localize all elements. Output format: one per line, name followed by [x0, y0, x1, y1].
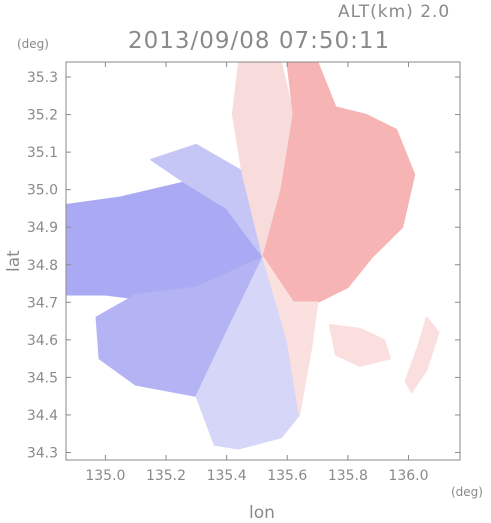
y-tick-label: 34.3 [27, 445, 58, 461]
x-tick-label: 135.6 [267, 468, 307, 484]
region-far-east-strip [404, 316, 440, 394]
x-tick-label: 135.4 [207, 468, 247, 484]
y-tick-label: 35.1 [27, 145, 58, 161]
altitude-label: ALT(km) 2.0 [338, 2, 451, 22]
x-tick-label: 135.0 [85, 468, 125, 484]
x-axis-unit: (deg) [451, 485, 483, 499]
x-tick-label: 136.0 [388, 468, 428, 484]
y-tick-label: 34.8 [27, 258, 58, 274]
timestamp-title: 2013/09/08 07:50:11 [128, 28, 391, 54]
x-tick-label: 135.8 [328, 468, 368, 484]
y-tick-label: 34.5 [27, 370, 58, 386]
region-south-east [262, 256, 319, 416]
region-east-patch [328, 324, 392, 367]
y-tick-label: 35.3 [27, 70, 58, 86]
y-tick-label: 35.2 [27, 108, 58, 124]
region-east [262, 62, 416, 304]
x-axis-label: lon [249, 503, 275, 523]
plot-frame [65, 61, 461, 461]
y-tick-label: 34.9 [27, 220, 58, 236]
y-tick-label: 35.0 [27, 183, 58, 199]
y-tick-label: 34.7 [27, 295, 58, 311]
y-tick-label: 34.4 [27, 408, 58, 424]
x-tick-label: 135.2 [146, 468, 186, 484]
y-tick-label: 34.6 [27, 333, 58, 349]
y-axis-unit: (deg) [17, 37, 49, 51]
